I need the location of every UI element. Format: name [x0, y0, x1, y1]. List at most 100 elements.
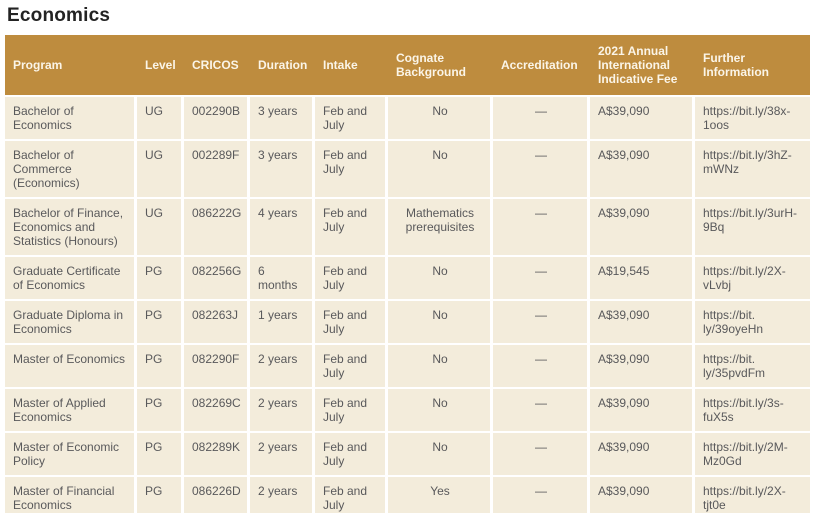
cell-duration: 2 years — [250, 345, 312, 387]
column-header-fee: 2021 Annual International Indicative Fee — [598, 44, 678, 86]
cell-fee: A$39,090 — [590, 389, 692, 431]
cell-level: PG — [137, 477, 181, 513]
cell-fee: A$39,090 — [590, 301, 692, 343]
further-info-link[interactable]: https://bit.ly/3urH- 9Bq — [695, 199, 810, 255]
cell-duration: 2 years — [250, 433, 312, 475]
table-row: Bachelor of Commerce (Economics) UG 002289… — [5, 141, 810, 197]
cell-cognate: No — [388, 97, 490, 139]
cell-program: Master of Economic Policy — [5, 433, 134, 475]
cell-cricos: 082290F — [184, 345, 247, 387]
further-info-link[interactable]: https://bit.ly/3s- fuX5s — [695, 389, 810, 431]
cell-fee: A$39,090 — [590, 141, 692, 197]
page-title: Economics — [7, 5, 111, 26]
cell-fee: A$39,090 — [590, 97, 692, 139]
table-row: Graduate Diploma in Economics PG 082263J 1 … — [5, 301, 810, 343]
cell-intake: Feb and July — [315, 433, 385, 475]
cell-cricos: 082263J — [184, 301, 247, 343]
cell-intake: Feb and July — [315, 477, 385, 513]
cell-accreditation: — — [493, 199, 587, 255]
column-header-program: Program — [13, 58, 63, 72]
cell-accreditation: — — [493, 477, 587, 513]
cell-cognate: Yes — [388, 477, 490, 513]
column-header-accreditation: Accreditation — [501, 58, 578, 72]
cell-cognate: No — [388, 301, 490, 343]
cell-program: Master of Applied Economics — [5, 389, 134, 431]
cell-intake: Feb and July — [315, 199, 385, 255]
further-info-link[interactable]: https://bit. ly/39oyeHn — [695, 301, 810, 343]
cell-program: Master of Economics — [5, 345, 134, 387]
cell-level: PG — [137, 389, 181, 431]
further-info-link[interactable]: https://bit.ly/2X- vLvbj — [695, 257, 810, 299]
further-info-link[interactable]: https://bit.ly/2M- Mz0Gd — [695, 433, 810, 475]
cell-program: Bachelor of Commerce (Economics) — [5, 141, 134, 197]
cell-level: PG — [137, 345, 181, 387]
column-header-level: Level — [145, 58, 176, 72]
cell-level: PG — [137, 257, 181, 299]
table-row: Master of Financial Economics PG 086226D 2 … — [5, 477, 810, 513]
cell-intake: Feb and July — [315, 345, 385, 387]
cell-fee: A$39,090 — [590, 199, 692, 255]
cell-cognate: No — [388, 345, 490, 387]
further-info-link[interactable]: https://bit. ly/35pvdFm — [695, 345, 810, 387]
cell-cricos: 002289F — [184, 141, 247, 197]
further-info-link[interactable]: https://bit.ly/3hZ- mWNz — [695, 141, 810, 197]
cell-cognate: No — [388, 389, 490, 431]
cell-program: Graduate Certificate of Economics — [5, 257, 134, 299]
table-row: Master of Applied Economics PG 082269C 2 ye… — [5, 389, 810, 431]
cell-level: UG — [137, 141, 181, 197]
cell-level: PG — [137, 301, 181, 343]
cell-fee: A$39,090 — [590, 477, 692, 513]
column-header-duration: Duration — [258, 58, 308, 72]
programs-table: Program Level CRICOS Duration Intake Cognate … — [5, 35, 810, 513]
cell-accreditation: — — [493, 389, 587, 431]
cell-cognate: No — [388, 433, 490, 475]
cell-accreditation: — — [493, 301, 587, 343]
cell-program: Bachelor of Finance, Economics and Stati… — [5, 199, 134, 255]
cell-intake: Feb and July — [315, 141, 385, 197]
cell-duration: 4 years — [250, 199, 312, 255]
column-header-cognate: Cognate Background — [396, 51, 467, 79]
cell-fee: A$39,090 — [590, 433, 692, 475]
further-info-link[interactable]: https://bit.ly/2X- tjt0e — [695, 477, 810, 513]
cell-accreditation: — — [493, 257, 587, 299]
cell-cognate: No — [388, 257, 490, 299]
table-header-row: Program Level CRICOS Duration Intake Cognate … — [5, 35, 810, 95]
table-row: Master of Economics PG 082290F 2 years Feb a… — [5, 345, 810, 387]
cell-duration: 6 months — [250, 257, 312, 299]
cell-accreditation: — — [493, 433, 587, 475]
cell-intake: Feb and July — [315, 257, 385, 299]
cell-fee: A$39,090 — [590, 345, 692, 387]
table-row: Bachelor of Finance, Economics and Stati… — [5, 199, 810, 255]
column-header-cricos: CRICOS — [192, 58, 239, 72]
cell-program: Master of Financial Economics — [5, 477, 134, 513]
cell-cricos: 082256G — [184, 257, 247, 299]
cell-cricos: 002290B — [184, 97, 247, 139]
cell-accreditation: — — [493, 345, 587, 387]
cell-duration: 2 years — [250, 389, 312, 431]
table-row: Bachelor of Economics UG 002290B 3 years Feb… — [5, 97, 810, 139]
table-body: Bachelor of Economics UG 002290B 3 years Feb… — [5, 97, 810, 513]
cell-program: Bachelor of Economics — [5, 97, 134, 139]
cell-accreditation: — — [493, 97, 587, 139]
further-info-link[interactable]: https://bit.ly/38x- 1oos — [695, 97, 810, 139]
cell-level: PG — [137, 433, 181, 475]
cell-duration: 2 years — [250, 477, 312, 513]
cell-cognate: Mathematics prerequisites — [388, 199, 490, 255]
column-header-link: Further Information — [703, 51, 769, 79]
cell-level: UG — [137, 199, 181, 255]
cell-fee: A$19,545 — [590, 257, 692, 299]
cell-level: UG — [137, 97, 181, 139]
cell-intake: Feb and July — [315, 389, 385, 431]
table-row: Graduate Certificate of Economics PG 08225… — [5, 257, 810, 299]
cell-cricos: 082289K — [184, 433, 247, 475]
cell-intake: Feb and July — [315, 97, 385, 139]
cell-cricos: 086226D — [184, 477, 247, 513]
cell-duration: 3 years — [250, 141, 312, 197]
cell-cognate: No — [388, 141, 490, 197]
table-row: Master of Economic Policy PG 082289K 2 year… — [5, 433, 810, 475]
cell-accreditation: — — [493, 141, 587, 197]
cell-program: Graduate Diploma in Economics — [5, 301, 134, 343]
cell-cricos: 086222G — [184, 199, 247, 255]
cell-duration: 1 years — [250, 301, 312, 343]
